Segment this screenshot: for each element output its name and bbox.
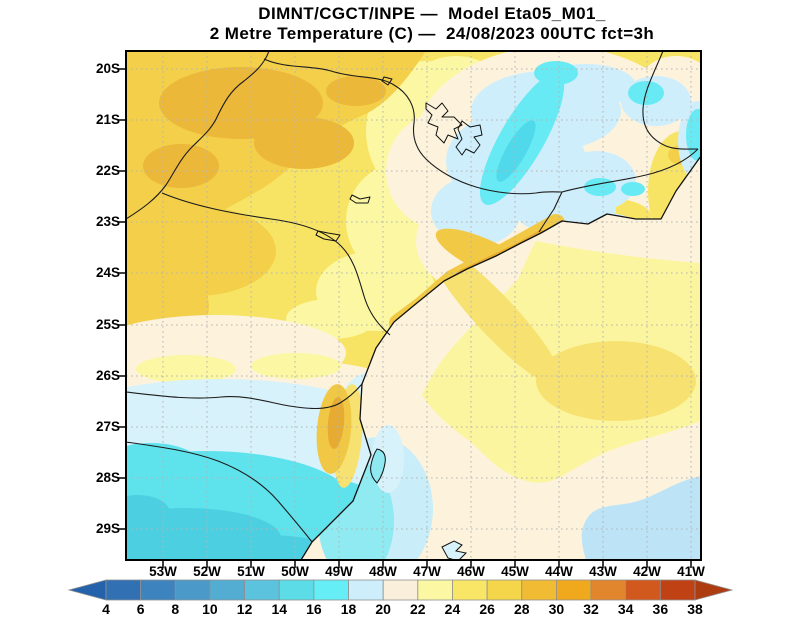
colorbar-segment [452,579,488,601]
title-line-2: 2 Metre Temperature (C) — 24/08/2023 00U… [209,24,655,43]
lon-tick-label: 51W [237,564,265,579]
colorbar-tick-label: 8 [171,601,180,617]
lakes [315,76,483,242]
colorbar-tick-label: 16 [306,601,322,617]
colorbar-legend: 4 6 8 10 12 14 16 18 20 22 24 26 28 30 32 34 36 38 [65,579,737,618]
colorbar-segment [348,579,384,601]
colorbar-segment [659,579,696,601]
lat-tick-label: 28S [95,469,120,485]
colorbar-segment [417,579,453,601]
colorbar-tick-label: 22 [410,601,426,617]
map-frame [125,50,702,561]
colorbar-tick-label: 12 [236,601,253,617]
colorbar-segments [105,579,696,601]
lon-tick-label: 50W [281,564,309,579]
colorbar-segment [209,579,245,601]
lat-tick-label: 23S [95,214,120,230]
lon-tick-label: 42W [633,564,661,579]
colorbar-tick-label: 24 [444,601,461,617]
colorbar-segment [486,579,523,601]
colorbar-right-arrow [694,579,734,601]
colorbar-tick-label: 28 [513,601,530,617]
lat-tick-label: 21S [95,112,120,128]
colorbar-tick-label: 14 [271,601,288,617]
lon-tick-label: 47W [413,564,441,579]
colorbar-segment [174,579,211,601]
axis-ticks [118,68,692,568]
colorbar-tick-label: 4 [102,601,110,617]
colorbar-tick-label: 38 [687,601,703,617]
lon-tick-label: 48W [369,564,397,579]
coastal-lagoon [441,540,468,560]
colorbar-tick-label: 32 [583,601,599,617]
lat-tick-label: 24S [95,265,120,281]
colorbar-segment [244,579,280,601]
lon-tick-label: 41W [677,564,705,579]
colorbar-segment [521,579,557,601]
colorbar-tick-label: 36 [652,601,669,617]
colorbar-segment [278,579,315,601]
colorbar-tick-label: 34 [617,601,634,617]
colorbar-segment [140,579,176,601]
lat-tick-label: 27S [95,418,120,434]
colorbar-tick-label: 30 [548,601,565,617]
lat-tick-label: 26S [95,367,120,383]
colorbar-left-arrow [67,579,107,601]
colorbar-segment [556,579,592,601]
grid-lines [126,51,701,560]
colorbar-segment [590,579,627,601]
colorbar-segment [313,579,349,601]
lon-tick-label: 53W [149,564,177,579]
colorbar-segment [625,579,661,601]
colorbar-tick-label: 18 [340,601,357,617]
colorbar-tick-label: 6 [136,601,145,617]
lon-tick-label: 43W [589,564,617,579]
lat-tick-label: 20S [95,61,120,76]
lon-tick-label: 45W [501,564,529,579]
colorbar-tick-label: 20 [375,601,391,617]
coastline [300,155,701,560]
lat-tick-label: 25S [95,316,120,332]
florianopolis-island [370,448,386,484]
colorbar-tick-label: 10 [202,601,218,617]
colorbar-segment [105,579,142,601]
lon-tick-label: 49W [325,564,353,579]
lat-tick-label: 22S [95,163,120,179]
temperature-map [118,50,702,568]
colorbar-segment [382,579,419,601]
lon-tick-label: 44W [545,564,573,579]
title-line-1: DIMNT/CGCT/INPE — Model Eta05_M01_ [258,4,606,23]
colorbar-tick-label: 26 [479,601,495,617]
lat-tick-label: 29S [95,520,120,536]
lon-tick-label: 46W [457,564,485,579]
lon-tick-label: 52W [193,564,221,579]
